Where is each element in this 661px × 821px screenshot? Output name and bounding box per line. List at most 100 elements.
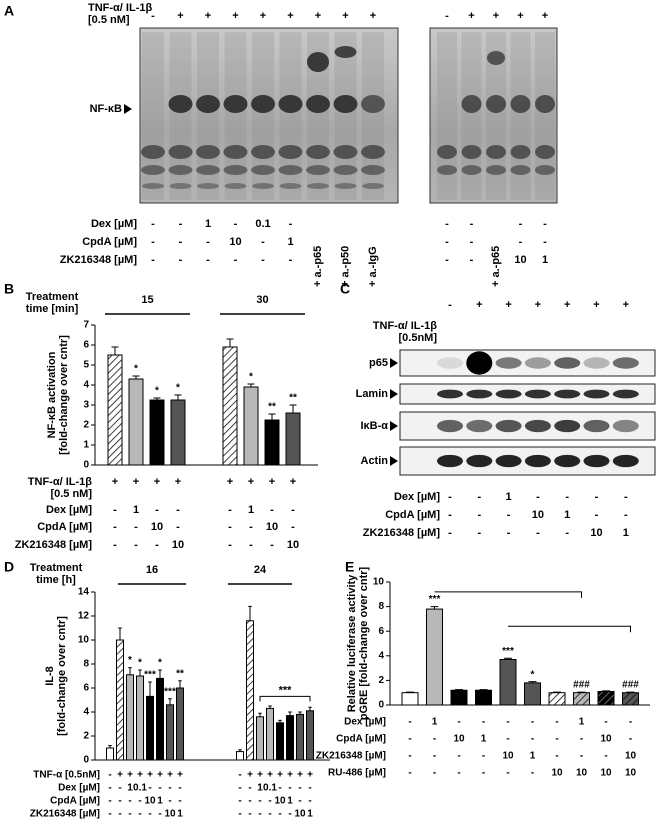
row-cell: 10: [502, 751, 514, 762]
error-bar: [308, 706, 312, 711]
row-cell: -: [604, 717, 607, 728]
blot-band: [495, 389, 522, 399]
blot-band: [524, 419, 551, 433]
row-cell: 10: [164, 809, 176, 820]
row-cell: -: [228, 504, 232, 516]
gel-band: [510, 95, 531, 113]
gel-band: [461, 95, 482, 113]
error-bar: [455, 689, 463, 691]
error-bar: [528, 681, 537, 683]
row-cell: 1: [564, 509, 570, 521]
error-bar: [108, 745, 112, 748]
row-cell: -: [595, 491, 599, 503]
row-cell: -: [228, 521, 232, 533]
treatment-symbol: -: [445, 10, 449, 22]
error-bar: [406, 691, 414, 693]
bar: [170, 399, 186, 466]
blot-band: [583, 419, 610, 433]
error-bar: [158, 669, 162, 679]
row-cell: -: [261, 236, 265, 248]
row-cell: -: [249, 539, 253, 551]
blot-band: [524, 357, 551, 369]
row-cell: +: [297, 770, 303, 781]
row-label: CpdA [µM]: [50, 796, 100, 807]
row-cell: -: [543, 218, 547, 230]
row-cell: + a.-p65: [312, 246, 324, 287]
y-tick-label: 2: [378, 675, 384, 686]
row-cell: -: [155, 504, 159, 516]
row-cell: -: [595, 509, 599, 521]
row-cell: -: [298, 796, 301, 807]
treatment-label: [0.5nM]: [399, 332, 438, 344]
blot-band: [583, 454, 610, 468]
row-label: CpdA [µM]: [336, 734, 386, 745]
error-bar: [226, 338, 234, 347]
row-cell: -: [457, 751, 460, 762]
row-cell: -: [629, 717, 632, 728]
bar: [246, 620, 254, 761]
row-cell: +: [167, 770, 173, 781]
y-tick-label: 12: [78, 611, 90, 622]
row-cell: +: [177, 770, 183, 781]
arrow: [124, 104, 132, 114]
gel-band: [141, 165, 165, 175]
gel-band: [486, 165, 506, 175]
row-cell: -: [179, 254, 183, 266]
bar: [285, 412, 301, 466]
group-label: 16: [146, 564, 158, 576]
error-bar: [278, 719, 282, 723]
row-cell: -: [278, 809, 281, 820]
row-cell: -: [555, 734, 558, 745]
row-cell: -: [507, 509, 511, 521]
y-tick-label: 10: [373, 577, 385, 588]
row-cell: 1: [542, 254, 548, 266]
significance: *: [531, 669, 535, 680]
group-label: 15: [141, 294, 153, 306]
band-label: p65: [369, 357, 388, 369]
row-cell: -: [206, 236, 210, 248]
gel-band: [510, 145, 531, 159]
y-tick-label: 6: [378, 626, 384, 637]
significance: **: [289, 393, 297, 404]
significance: *: [158, 658, 162, 669]
row-cell: -: [248, 796, 251, 807]
error-bar: [153, 397, 161, 400]
row-cell: +: [290, 476, 296, 488]
treatment-symbol: +: [517, 10, 523, 22]
blot-band: [554, 454, 581, 468]
group-label: 30: [256, 294, 268, 306]
band-label: IκB-α: [360, 420, 388, 432]
significance: *: [249, 372, 253, 383]
row-cell: +: [133, 476, 139, 488]
error-bar: [577, 691, 586, 693]
row-cell: +: [287, 770, 293, 781]
treatment-label: [0.5 nM]: [88, 14, 130, 26]
y-tick-label: 2: [83, 731, 89, 742]
bar: [499, 658, 517, 706]
blot-band: [437, 419, 463, 433]
row-cell: -: [289, 218, 293, 230]
gel-band: [278, 95, 303, 113]
bar: [243, 386, 259, 466]
row-cell: -: [629, 734, 632, 745]
treatment-symbol: +: [205, 10, 211, 22]
row-cell: -: [134, 539, 138, 551]
row-cell: -: [158, 809, 161, 820]
row-cell: -: [580, 734, 583, 745]
row-label: Dex [µM]: [91, 218, 137, 230]
bar: [401, 692, 419, 706]
gel-band: [361, 95, 385, 113]
row-cell: + a.-IgG: [367, 246, 379, 287]
row-cell: -: [555, 751, 558, 762]
row-cell: -: [148, 809, 151, 820]
bar: [296, 713, 304, 761]
error-bar: [553, 691, 561, 693]
bar: [597, 690, 615, 706]
error-bar: [626, 691, 635, 693]
blot-band: [612, 419, 639, 433]
gel-band: [169, 183, 192, 189]
row-label: CpdA [µM]: [37, 521, 92, 533]
row-cell: +: [307, 770, 313, 781]
blot-band: [495, 454, 522, 468]
row-cell: 0.1: [255, 218, 270, 230]
